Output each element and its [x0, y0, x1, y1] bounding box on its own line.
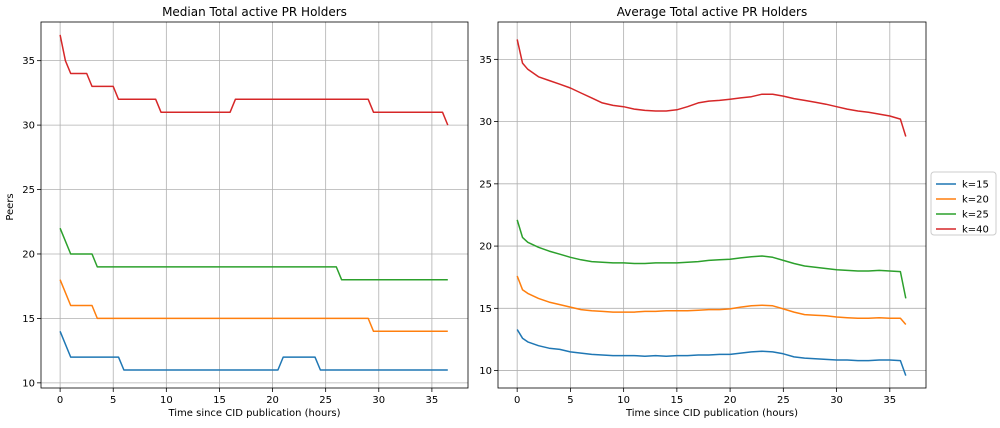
x-tick-label: 0 — [57, 395, 63, 406]
legend-frame — [930, 171, 997, 236]
y-tick-label: 20 — [479, 242, 492, 253]
x-tick-label: 5 — [567, 395, 573, 406]
series-line-k40 — [516, 39, 907, 137]
x-axis-label: Time since CID publication (hours) — [625, 408, 798, 419]
legend-label: k=15 — [962, 180, 989, 191]
y-tick-label: 30 — [479, 117, 492, 128]
chart-title: Average Total active PR Holders — [617, 5, 808, 19]
legend-label: k=25 — [962, 210, 989, 221]
x-tick-label: 35 — [426, 395, 439, 406]
x-tick-label: 15 — [670, 395, 683, 406]
x-tick-label: 20 — [266, 395, 279, 406]
legend-label: k=40 — [962, 225, 989, 236]
chart-title: Median Total active PR Holders — [162, 5, 347, 19]
series-line-k25 — [59, 227, 448, 281]
legend-label: k=20 — [962, 195, 989, 206]
y-tick-label: 25 — [22, 185, 35, 196]
y-axis-label: Peers — [5, 193, 16, 220]
x-tick-label: 30 — [372, 395, 385, 406]
series-line-k15 — [516, 329, 907, 376]
x-tick-label: 10 — [617, 395, 630, 406]
x-tick-label: 10 — [160, 395, 173, 406]
y-tick-label: 10 — [22, 378, 35, 389]
y-tick-label: 30 — [22, 121, 35, 132]
x-axis-label: Time since CID publication (hours) — [167, 408, 340, 419]
x-tick-label: 15 — [213, 395, 226, 406]
y-tick-label: 25 — [479, 179, 492, 190]
median-chart: Median Total active PR Holders 0 5 10 15 20 25… — [22, 5, 469, 419]
x-tick-label: 5 — [110, 395, 116, 406]
average-chart: Average Total active PR Holders 0 5 10 15 20 2… — [479, 5, 927, 419]
x-tick-label: 35 — [883, 395, 896, 406]
x-tick-label: 20 — [724, 395, 737, 406]
legend: k=15 k=20 k=25 k=40 — [930, 171, 997, 236]
series-line-k20 — [516, 275, 907, 325]
series-line-k20 — [59, 279, 448, 333]
plot-frame — [497, 21, 927, 389]
series-line-k25 — [516, 219, 907, 299]
plot-frame — [40, 21, 469, 389]
x-tick-label: 25 — [777, 395, 790, 406]
x-tick-label: 30 — [830, 395, 843, 406]
series-line-k40 — [59, 34, 449, 126]
series-line-k15 — [59, 331, 448, 371]
y-tick-label: 15 — [479, 304, 492, 315]
y-tick-label: 35 — [479, 55, 492, 66]
y-tick-label: 15 — [22, 314, 35, 325]
y-tick-label: 35 — [22, 56, 35, 67]
y-tick-label: 20 — [22, 249, 35, 260]
y-tick-label: 10 — [479, 366, 492, 377]
x-tick-label: 25 — [319, 395, 332, 406]
x-tick-label: 0 — [514, 395, 520, 406]
